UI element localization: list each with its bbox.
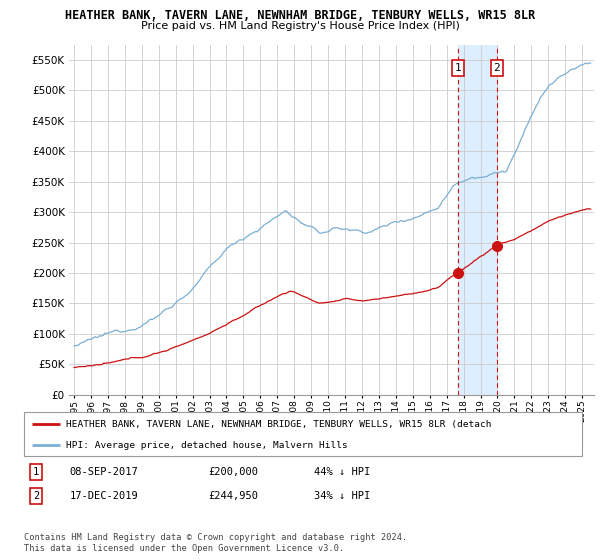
Text: HPI: Average price, detached house, Malvern Hills: HPI: Average price, detached house, Malv… — [66, 441, 347, 450]
Text: Contains HM Land Registry data © Crown copyright and database right 2024.
This d: Contains HM Land Registry data © Crown c… — [24, 533, 407, 553]
Text: 1: 1 — [455, 63, 461, 73]
Text: HEATHER BANK, TAVERN LANE, NEWNHAM BRIDGE, TENBURY WELLS, WR15 8LR: HEATHER BANK, TAVERN LANE, NEWNHAM BRIDG… — [65, 9, 535, 22]
Text: Price paid vs. HM Land Registry's House Price Index (HPI): Price paid vs. HM Land Registry's House … — [140, 21, 460, 31]
Text: 1: 1 — [33, 467, 40, 477]
Text: HEATHER BANK, TAVERN LANE, NEWNHAM BRIDGE, TENBURY WELLS, WR15 8LR (detach: HEATHER BANK, TAVERN LANE, NEWNHAM BRIDG… — [66, 419, 491, 428]
Bar — [458, 45, 497, 395]
Text: 2: 2 — [493, 63, 500, 73]
Text: 34% ↓ HPI: 34% ↓ HPI — [314, 491, 370, 501]
FancyBboxPatch shape — [24, 412, 582, 456]
Text: £200,000: £200,000 — [208, 467, 258, 477]
Text: 2: 2 — [33, 491, 40, 501]
Text: 17-DEC-2019: 17-DEC-2019 — [70, 491, 139, 501]
Text: £244,950: £244,950 — [208, 491, 258, 501]
Text: 44% ↓ HPI: 44% ↓ HPI — [314, 467, 370, 477]
Text: 08-SEP-2017: 08-SEP-2017 — [70, 467, 139, 477]
